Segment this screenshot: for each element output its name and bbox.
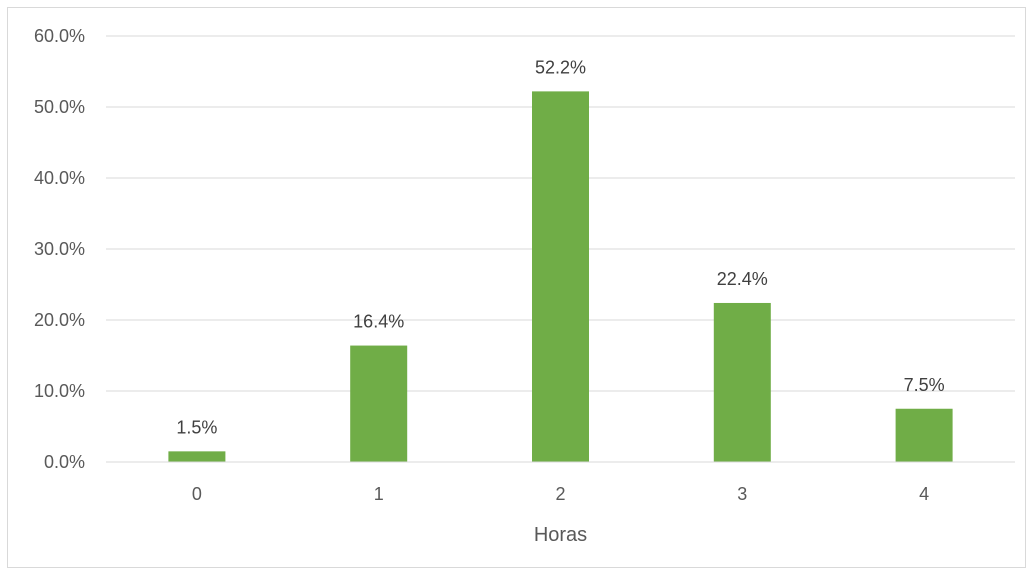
bar-3: [713, 302, 771, 462]
bar-4: [895, 408, 953, 462]
y-tick-label: 30.0%: [34, 239, 85, 259]
data-label: 1.5%: [176, 417, 217, 437]
y-tick-label: 10.0%: [34, 381, 85, 401]
y-tick-label: 40.0%: [34, 168, 85, 188]
bar-0: [168, 451, 226, 462]
bar-1: [350, 345, 408, 462]
data-label: 52.2%: [535, 57, 586, 77]
y-tick-label: 60.0%: [34, 26, 85, 46]
bars: [168, 91, 953, 462]
x-tick-label: 4: [919, 484, 929, 504]
bar-2: [532, 91, 589, 462]
x-tick-label: 0: [192, 484, 202, 504]
y-tick-label: 20.0%: [34, 310, 85, 330]
y-tick-labels: 0.0% 10.0% 20.0% 30.0% 40.0% 50.0% 60.0%: [34, 26, 85, 472]
x-tick-label: 2: [555, 484, 565, 504]
data-label: 22.4%: [717, 269, 768, 289]
y-tick-label: 0.0%: [44, 452, 85, 472]
y-tick-label: 50.0%: [34, 97, 85, 117]
x-axis-title: Horas: [534, 524, 587, 546]
data-label: 16.4%: [353, 312, 404, 332]
chart-frame: [7, 7, 1026, 568]
x-tick-labels: 0 1 2 3 4: [192, 484, 929, 504]
x-tick-label: 1: [374, 484, 384, 504]
data-labels: 1.5% 16.4% 52.2% 22.4% 7.5%: [176, 57, 944, 437]
data-label: 7.5%: [904, 375, 945, 395]
x-tick-label: 3: [737, 484, 747, 504]
